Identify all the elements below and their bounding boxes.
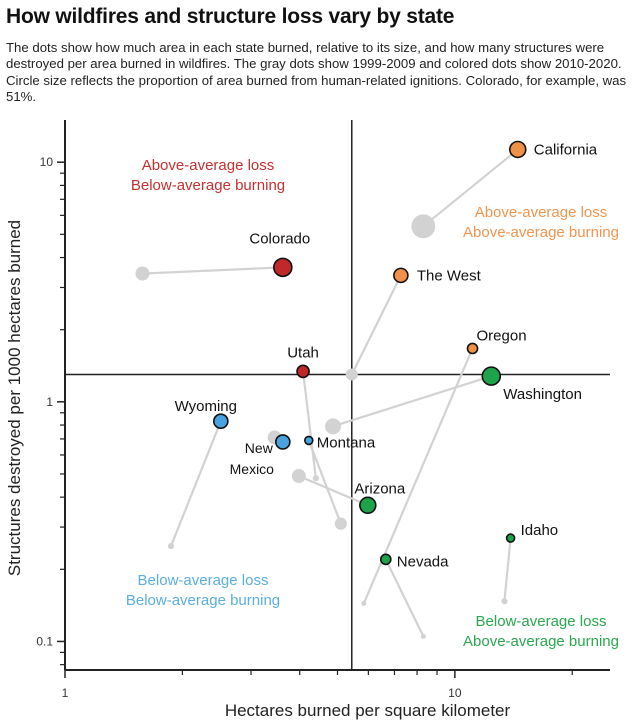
dot-1999-2009 bbox=[135, 266, 150, 281]
dot-2010-2020 bbox=[505, 533, 516, 543]
dot-2010-2020 bbox=[296, 364, 310, 379]
dot-2010-2020 bbox=[481, 366, 502, 386]
state-label: Washington bbox=[503, 386, 582, 403]
dot-2010-2020 bbox=[393, 267, 409, 284]
connector-line bbox=[298, 475, 369, 507]
dot-2010-2020 bbox=[273, 257, 293, 278]
chart-subtitle: The dots show how much area in each stat… bbox=[6, 40, 627, 104]
quadrant-label-top-right: Above-average burning bbox=[463, 224, 619, 241]
dot-1999-2009 bbox=[361, 600, 367, 606]
connector-line bbox=[332, 375, 492, 428]
dot-2010-2020 bbox=[379, 553, 392, 566]
y-tick-label: 10 bbox=[40, 155, 54, 169]
dot-1999-2009 bbox=[345, 368, 358, 381]
dot-2010-2020 bbox=[508, 140, 527, 159]
connector-line bbox=[307, 440, 342, 525]
dot-1999-2009 bbox=[167, 542, 175, 550]
connector-line bbox=[503, 537, 512, 602]
quadrant-label-bottom-left: Below-average loss bbox=[138, 572, 269, 589]
state-label: California bbox=[534, 141, 598, 158]
state-label: Mexico bbox=[230, 461, 275, 477]
state-label: Nevada bbox=[397, 553, 449, 570]
state-label: New bbox=[245, 440, 274, 456]
dot-2010-2020 bbox=[359, 496, 377, 515]
state-label: Colorado bbox=[249, 230, 310, 247]
connector-line bbox=[422, 148, 519, 228]
state-label: Arizona bbox=[354, 480, 406, 497]
state-label: The West bbox=[417, 267, 482, 284]
x-axis-label: Hectares burned per square kilometer bbox=[225, 701, 511, 720]
connector-line bbox=[142, 266, 283, 275]
quadrant-label-top-right: Above-average loss bbox=[475, 204, 608, 221]
dot-2010-2020 bbox=[212, 413, 229, 430]
quadrant-label-top-left: Above-average loss bbox=[142, 157, 275, 174]
connector-line bbox=[350, 274, 402, 376]
dot-1999-2009 bbox=[411, 214, 436, 239]
dot-1999-2009 bbox=[334, 517, 347, 530]
quadrant-label-bottom-right: Below-average loss bbox=[476, 613, 607, 630]
dot-1999-2009 bbox=[501, 598, 508, 605]
state-label: Idaho bbox=[521, 522, 559, 539]
quadrant-label-top-left: Below-average burning bbox=[131, 177, 285, 194]
state-label: Oregon bbox=[477, 327, 527, 344]
state-label: Montana bbox=[317, 434, 376, 451]
connector-line bbox=[384, 558, 425, 637]
dot-1999-2009 bbox=[325, 418, 342, 435]
x-tick-label: 1 bbox=[62, 686, 69, 700]
chart-title: How wildfires and structure loss vary by… bbox=[6, 5, 455, 28]
dot-2010-2020 bbox=[303, 435, 314, 446]
state-label: Utah bbox=[287, 344, 319, 361]
dot-2010-2020 bbox=[275, 434, 291, 450]
connector-line bbox=[169, 420, 222, 547]
state-label: Wyoming bbox=[175, 398, 237, 415]
y-tick-label: 0.1 bbox=[36, 634, 53, 648]
y-tick-label: 1 bbox=[46, 395, 53, 409]
quadrant-label-bottom-left: Below-average burning bbox=[126, 592, 280, 609]
dot-1999-2009 bbox=[420, 633, 426, 639]
dot-2010-2020 bbox=[466, 342, 479, 355]
dot-1999-2009 bbox=[312, 475, 319, 482]
x-tick-label: 10 bbox=[448, 686, 462, 700]
quadrant-label-bottom-right: Above-average burning bbox=[463, 633, 619, 650]
dot-1999-2009 bbox=[291, 469, 306, 484]
connector-line bbox=[301, 371, 317, 479]
y-axis-label: Structures destroyed per 1000 hectares b… bbox=[5, 220, 24, 576]
